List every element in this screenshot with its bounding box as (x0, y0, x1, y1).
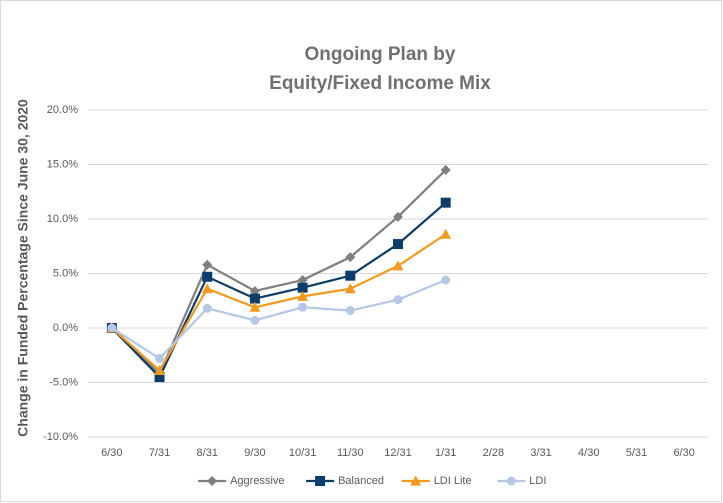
data-point (440, 164, 451, 175)
data-point (297, 275, 308, 286)
y-tick-label: 0.0% (53, 322, 78, 334)
legend-label: Aggressive (230, 475, 284, 487)
x-tick-label: 7/31 (149, 447, 170, 459)
data-point (155, 354, 165, 364)
y-tick-label: 10.0% (47, 213, 78, 225)
x-tick-label: 8/31 (197, 447, 218, 459)
data-point (345, 252, 356, 263)
data-point (297, 290, 309, 301)
x-tick-label: 6/30 (673, 447, 694, 459)
data-point (201, 283, 213, 294)
x-tick-label: 2/28 (483, 447, 504, 459)
data-point (154, 372, 165, 383)
x-tick-label: 9/30 (244, 447, 265, 459)
chart-title: Equity/Fixed Income Mix (269, 73, 491, 94)
legend-label: Balanced (338, 475, 384, 487)
y-tick-label: -5.0% (49, 376, 78, 388)
data-point (202, 303, 212, 313)
data-point (154, 365, 166, 376)
data-point (440, 228, 452, 239)
data-point (202, 259, 213, 270)
legend-label: LDI Lite (434, 475, 472, 487)
legend-marker (506, 476, 516, 486)
x-tick-label: 5/31 (626, 447, 647, 459)
legend-marker (207, 476, 218, 486)
series-line (111, 201, 447, 379)
data-point (249, 293, 260, 304)
x-tick-label: 11/30 (337, 447, 364, 459)
data-point (393, 239, 403, 250)
series-line (111, 279, 447, 360)
legend-label: LDI (529, 475, 546, 487)
data-point (249, 285, 260, 296)
data-point (345, 270, 356, 281)
x-tick-label: 12/31 (384, 447, 412, 459)
legend-marker (410, 475, 422, 486)
y-tick-label: 20.0% (47, 104, 78, 116)
x-tick-label: 4/30 (578, 447, 599, 459)
data-point (344, 283, 356, 294)
x-tick-label: 10/31 (289, 447, 317, 459)
data-point (441, 275, 451, 285)
data-point (440, 197, 451, 208)
data-point (298, 302, 308, 312)
chart-title: Ongoing Plan by (305, 44, 456, 65)
y-tick-label: 15.0% (47, 158, 78, 170)
series-line (111, 233, 447, 373)
y-tick-label: 5.0% (53, 267, 78, 279)
legend-marker (315, 476, 326, 486)
x-tick-label: 1/31 (435, 447, 456, 459)
data-point (345, 306, 355, 316)
x-tick-label: 3/31 (530, 447, 551, 459)
x-tick-label: 6/30 (101, 447, 122, 459)
data-point (393, 211, 403, 222)
data-point (393, 295, 403, 305)
data-point (249, 301, 261, 312)
data-point (392, 260, 404, 271)
data-point (202, 271, 213, 282)
y-tick-label: -10.0% (43, 431, 78, 443)
data-point (297, 282, 308, 293)
y-axis-title: Change in Funded Percentage Since June 3… (15, 99, 31, 437)
data-point (250, 315, 260, 325)
data-point (107, 323, 117, 333)
